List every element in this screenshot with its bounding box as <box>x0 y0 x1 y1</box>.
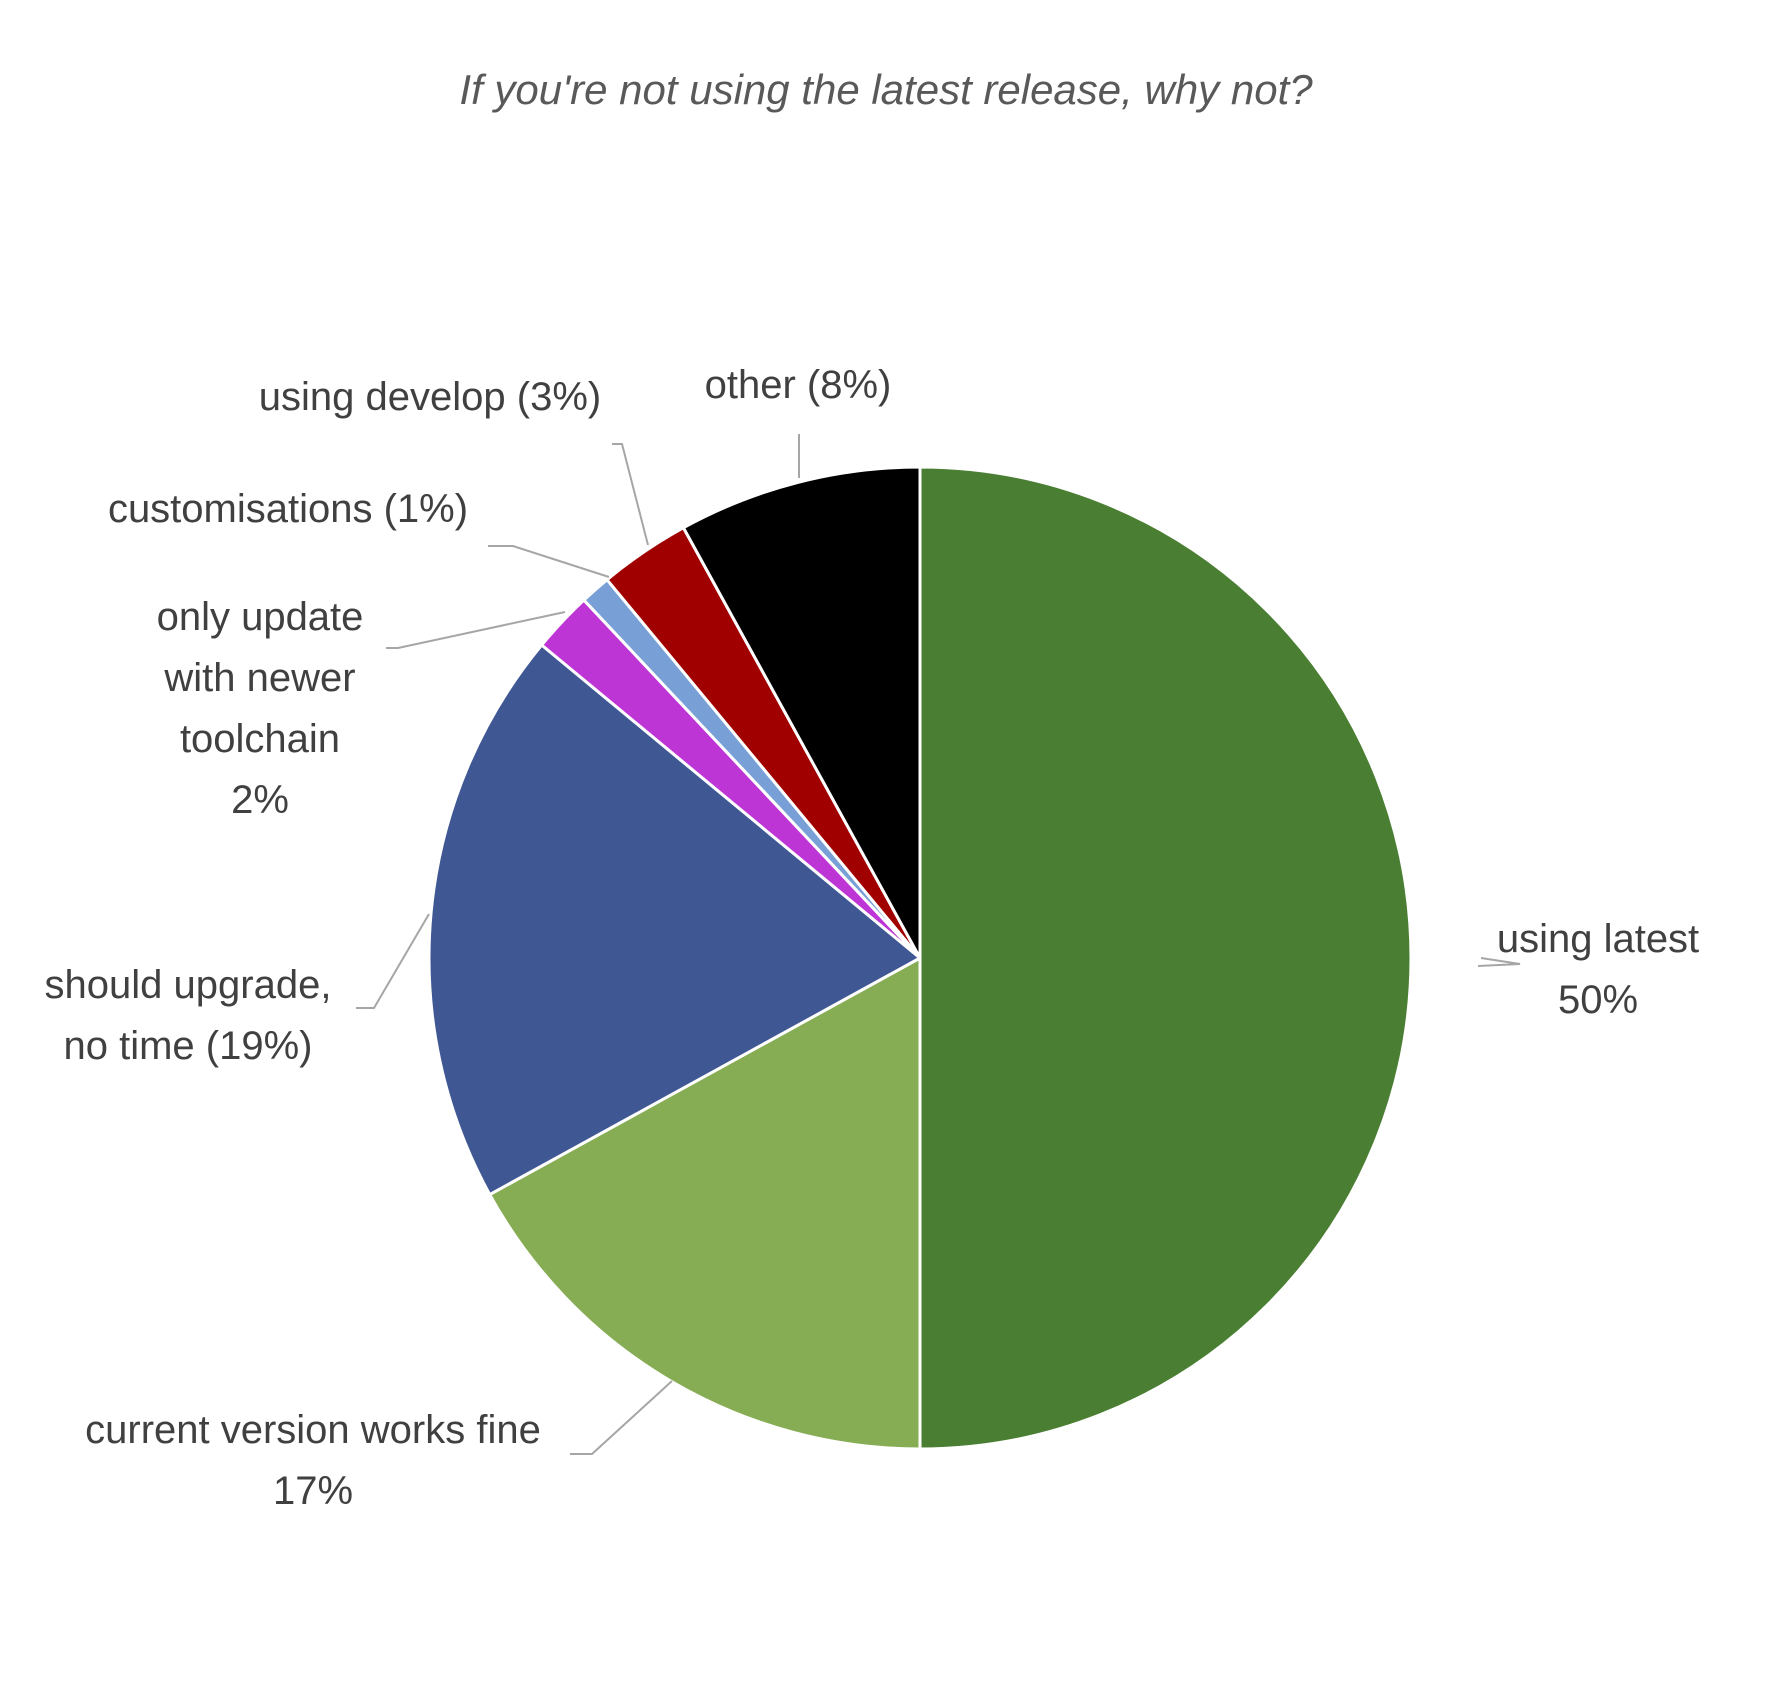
data-label-other: other (8%) <box>705 363 892 407</box>
data-label-line: only update <box>157 595 364 639</box>
data-label-line: other (8%) <box>705 363 892 407</box>
data-labels: using latest 50% current version works fin… <box>45 363 1700 1513</box>
chart-title: If you're not using the latest release, … <box>459 66 1313 113</box>
data-label-customisations: customisations (1%) <box>108 487 468 531</box>
data-label-line: 50% <box>1558 978 1638 1022</box>
data-label-using-latest: using latest 50% <box>1497 917 1699 1022</box>
data-label-line: 17% <box>273 1469 353 1513</box>
data-label-should-upgrade-no-time: should upgrade, no time (19%) <box>45 963 332 1068</box>
slice-using-latest <box>918 465 1413 1451</box>
slice-current-version-works-fine <box>488 956 922 1451</box>
slice-other <box>681 465 922 960</box>
data-label-line: current version works fine <box>85 1408 541 1452</box>
data-label-line: with newer <box>163 656 355 700</box>
data-label-line: customisations (1%) <box>108 487 468 531</box>
leader-line-should-upgrade-no-time <box>356 913 430 1009</box>
leader-line-customisations <box>488 545 610 578</box>
data-label-line: should upgrade, <box>45 963 332 1007</box>
leader-line-using-develop <box>612 443 649 546</box>
data-label-current-version-works-fine: current version works fine 17% <box>85 1408 541 1513</box>
pie-slices <box>427 465 1413 1451</box>
data-label-line: using latest <box>1497 917 1699 961</box>
leader-line-using-latest <box>1477 957 1521 967</box>
data-label-line: no time (19%) <box>64 1024 313 1068</box>
data-label-line: using develop (3%) <box>259 375 601 419</box>
data-label-only-update-with-newer-toolchain: only update with newer toolchain 2% <box>157 595 364 822</box>
data-label-line: toolchain <box>180 717 340 761</box>
leader-lines <box>356 434 1521 1455</box>
slice-should-upgrade-no-time <box>427 643 922 1197</box>
data-label-using-develop: using develop (3%) <box>259 375 601 419</box>
leader-line-only-update-with-newer-toolchain <box>386 611 566 649</box>
leader-line-current-version-works-fine <box>570 1380 673 1455</box>
data-label-line: 2% <box>231 778 289 822</box>
